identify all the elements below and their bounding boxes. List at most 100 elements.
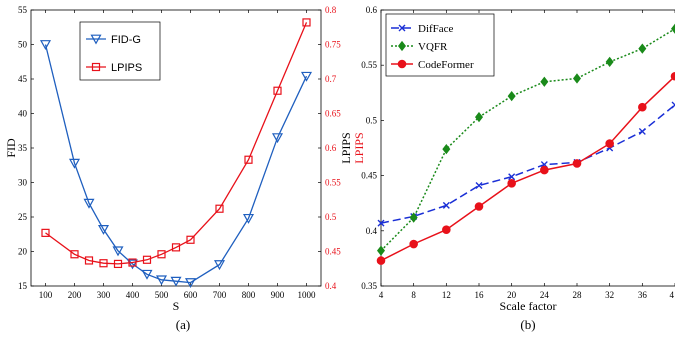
data-point-fid-g [271, 133, 284, 144]
x-tick-label-b: 32 [605, 290, 614, 300]
legend-label-fid-g: FID-G [111, 34, 141, 46]
y2-tick-label-a: 0.65 [325, 109, 341, 119]
legend-marker-lpips [91, 62, 101, 72]
x-tick-label-b: 16 [475, 290, 485, 300]
data-point-lpips [142, 255, 152, 264]
data-point-lpips [41, 228, 50, 237]
y-axis-label-a: FID [4, 138, 18, 158]
y2-tick-label-a: 0.75 [325, 40, 341, 50]
legend-label-difface: DifFace [418, 23, 454, 35]
data-point-fid-g [83, 198, 95, 209]
x-tick-label-a: 400 [126, 290, 140, 300]
legend-a: FID-G LPIPS [79, 21, 161, 81]
data-point-codeformer [638, 102, 647, 112]
series-line-codeformer [380, 75, 675, 262]
data-point-fid-g [112, 246, 124, 257]
data-point-vqfr [605, 56, 614, 68]
data-point-codeformer [409, 239, 418, 249]
series-line-difface [380, 104, 675, 224]
panel-b-chart: 4 8 12 16 20 24 28 32 36 40.350.40.450.50.550.6Sc… [339, 5, 675, 332]
legend-label-codeformer: CodeFormer [418, 59, 474, 71]
x-tick-label-b: 8 [411, 290, 416, 300]
y-tick-label-a: 30 [18, 178, 28, 188]
data-point-difface [377, 219, 385, 227]
x-tick-label-a: 100 [39, 290, 53, 300]
data-point-fid-g [141, 269, 153, 280]
data-point-lpips [302, 18, 311, 27]
y-tick-label-a: 20 [18, 247, 28, 257]
data-point-lpips [113, 259, 123, 269]
data-point-vqfr [540, 76, 549, 87]
data-point-vqfr [572, 73, 582, 84]
data-point-fid-g [300, 71, 313, 82]
y2-tick-label-a: 0.6 [325, 143, 337, 153]
data-point-difface [638, 127, 646, 135]
data-point-fid-g [39, 40, 52, 51]
y-tick-label-a: 35 [18, 143, 28, 153]
x-tick-label-b: 36 [638, 290, 648, 300]
data-point-codeformer [540, 165, 549, 175]
y-tick-label-b: 0.55 [361, 60, 377, 70]
y-tick-label-a: 55 [18, 5, 28, 15]
data-point-codeformer [376, 256, 386, 265]
y-axis-label-b: LPIPS [339, 132, 353, 163]
data-point-fid-g [155, 275, 168, 286]
x-tick-label-b: 4 [379, 290, 384, 300]
data-point-lpips [84, 256, 94, 265]
y-tick-label-b: 0.6 [366, 5, 378, 15]
x-tick-label-b: 12 [442, 290, 451, 300]
y-tick-label-b: 0.5 [366, 115, 378, 125]
data-point-vqfr [376, 245, 386, 256]
data-point-fid-g [184, 278, 197, 289]
panel-label-a: (a) [176, 317, 190, 332]
data-point-fid-g [213, 260, 226, 271]
y-tick-label-a: 45 [18, 74, 28, 84]
x-tick-label-a: 800 [242, 290, 256, 300]
data-point-difface [442, 201, 450, 209]
data-point-lpips [99, 259, 108, 268]
data-point-lpips [186, 235, 195, 244]
x-tick-label-b: 4 [670, 290, 675, 300]
data-point-codeformer [507, 179, 516, 188]
data-point-lpips [273, 86, 282, 95]
data-point-lpips [70, 250, 79, 259]
x-tick-label-a: 300 [97, 290, 111, 300]
data-point-vqfr [638, 43, 647, 54]
data-point-lpips [215, 204, 224, 213]
data-point-lpips [128, 258, 137, 267]
legend-marker-difface [398, 24, 406, 32]
legend-marker-vqfr [397, 40, 407, 52]
data-point-fid-g [126, 259, 139, 270]
x-tick-label-a: 1000 [298, 290, 317, 300]
y-tick-label-b: 0.4 [366, 226, 378, 236]
data-point-fid-g [242, 213, 255, 224]
data-point-vqfr [474, 111, 484, 123]
y-tick-label-b: 0.35 [361, 281, 377, 291]
data-point-vqfr [670, 23, 675, 34]
data-point-codeformer [474, 202, 484, 211]
x-tick-label-a: 600 [184, 290, 198, 300]
y-tick-label-a: 25 [18, 212, 28, 222]
plot-frame-a [30, 9, 322, 287]
y2-tick-label-a: 0.8 [325, 5, 337, 15]
data-point-codeformer [605, 139, 614, 148]
legend-label-lpips: LPIPS [111, 62, 142, 74]
series-line-vqfr [380, 28, 675, 252]
data-point-lpips [157, 250, 166, 259]
y2-tick-label-a: 0.55 [325, 178, 341, 188]
data-point-lpips [244, 155, 253, 164]
data-point-fid-g [170, 276, 182, 287]
data-point-vqfr [409, 212, 418, 223]
data-point-difface [508, 173, 516, 181]
x-tick-label-a: 500 [155, 290, 169, 300]
x-tick-label-a: 200 [68, 290, 82, 300]
data-point-lpips [171, 243, 181, 252]
y-tick-label-b: 0.45 [361, 171, 377, 181]
panel-label-b: (b) [520, 317, 535, 332]
y2-axis-label-a: LPIPS [352, 132, 366, 163]
y-tick-label-a: 50 [18, 40, 28, 50]
legend-label-vqfr: VQFR [418, 41, 448, 53]
x-tick-label-a: 900 [271, 290, 285, 300]
y2-tick-label-a: 0.5 [325, 212, 337, 222]
data-point-codeformer [572, 159, 582, 168]
